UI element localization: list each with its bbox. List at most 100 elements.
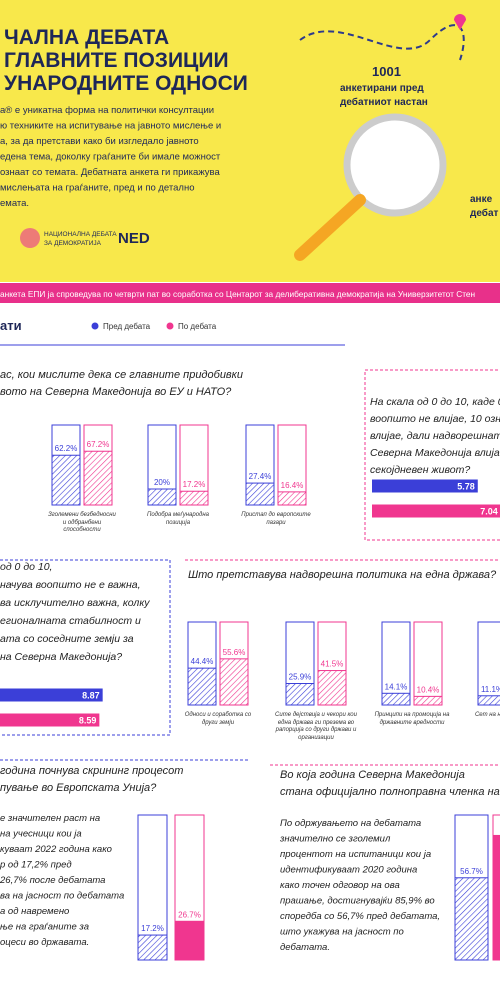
title-line: УНАРОДНИТЕ ОДНОСИ	[4, 72, 248, 95]
value-label: 10.4%	[417, 685, 440, 694]
legend-swatch	[166, 322, 174, 330]
section-title: ати	[0, 318, 22, 333]
count: 1001	[372, 64, 401, 79]
category-label: Подобра меѓународна позиција	[146, 512, 210, 526]
question: ва исклучително важна, колку	[0, 597, 150, 609]
category-label: Сите дејствија и чекори кои една држава …	[275, 712, 357, 741]
logo-mark	[20, 228, 40, 248]
paragraph-line: ње на граѓаните за	[0, 922, 89, 933]
question: влијае, дали надворешната п	[370, 430, 500, 442]
magnifier-handle	[294, 194, 366, 261]
bar	[174, 920, 205, 961]
intro-line: едена тема, доколку граѓаните би имале м…	[0, 152, 221, 163]
bar-frame	[413, 621, 443, 706]
value-label: 8.87	[82, 691, 100, 701]
hbar	[0, 688, 103, 702]
question: стана официјално полноправна членка на Н…	[280, 786, 500, 798]
bar	[179, 490, 209, 506]
value-label: 16.4%	[281, 481, 304, 490]
title-line: ГЛАВНИТЕ ПОЗИЦИИ	[4, 49, 229, 72]
intro-line: емата.	[0, 198, 29, 209]
paragraph-line: е значителен раст на	[0, 813, 100, 824]
paragraph-line: р од 17,2% пред	[0, 860, 72, 871]
category-label: Принципи на промоција на државните вредн…	[374, 712, 450, 726]
value-label: 17.2%	[183, 480, 206, 489]
paragraph-line: што укажува на јасност по	[280, 927, 404, 938]
value-label: 44.4%	[191, 657, 214, 666]
bar	[317, 670, 347, 706]
paragraph-line: споредба со 56,7% пред дебатата,	[280, 911, 440, 922]
question: ас, кои мислите дека се главните придоби…	[0, 369, 243, 381]
paragraph-line: оцеси во државата.	[0, 937, 89, 948]
intro-line: мислењата на граѓаните, пред и по деталн…	[0, 183, 195, 194]
question: начува воопшто не е важна,	[0, 579, 141, 591]
paragraph-line: како точен одговор на ова	[280, 880, 400, 891]
value-label: 26.7%	[178, 910, 201, 919]
value-label: 8.59	[79, 716, 97, 726]
bar	[381, 692, 411, 706]
value-label: 25.9%	[289, 673, 312, 682]
question: Во која година Северна Македонија	[280, 769, 465, 781]
question: година почнува скрининг процесот	[0, 765, 183, 777]
logo-text: НАЦИОНАЛНА ДЕБАТА	[44, 231, 117, 238]
legend-label: Пред дебата	[103, 322, 151, 331]
banner: анкета ЕПИ ја спроведува по четврти пат …	[0, 289, 475, 299]
logo-text: ЗА ДЕМОКРАТИЈА	[44, 240, 102, 247]
panel	[364, 369, 500, 541]
panel	[0, 559, 171, 736]
paragraph-line: прашање, достигнувајќи 85,9% во	[280, 896, 435, 907]
paragraph-line: процентот на испитаници кои ја	[280, 849, 431, 860]
side-text: анке	[470, 194, 493, 205]
bar	[277, 491, 307, 506]
hbar	[372, 479, 478, 493]
bar	[492, 834, 500, 961]
bar	[147, 488, 177, 506]
question: ата со соседните земји за	[0, 633, 134, 645]
logo-ned: NED	[118, 230, 150, 247]
count-text: анкетирани пред	[340, 83, 424, 94]
category-label: Сет на н кои се со ост	[474, 712, 500, 718]
question: Што претставува надворешна политика на е…	[188, 569, 497, 581]
question: пување во Европската Унија?	[0, 782, 157, 794]
value-label: 62.2%	[55, 444, 78, 453]
value-label: 56.7%	[460, 867, 483, 876]
value-label: 41.5%	[321, 660, 344, 669]
bar	[51, 454, 81, 506]
count-text: дебатниот настан	[340, 96, 428, 108]
intro-line: ознаат со темата. Дебатната анкета ги пр…	[0, 167, 220, 178]
question: егионалната стабилност и	[0, 615, 141, 627]
hbar	[0, 713, 100, 727]
question: вото на Северна Македонија во ЕУ и НАТО?	[0, 386, 232, 398]
bar-frame	[381, 621, 411, 706]
paragraph-line: на учесници кои ја	[0, 829, 82, 840]
bar	[477, 695, 500, 706]
question: на Северна Македонија?	[0, 651, 122, 663]
question: Северна Македонија влијае в	[370, 447, 500, 459]
bar	[413, 695, 443, 706]
category-label: Пристап до европските пазари	[241, 512, 311, 526]
intro-line: а® е уникатна форма на политички консулт…	[0, 105, 214, 116]
value-label: 7.04	[480, 507, 498, 517]
value-label: 14.1%	[385, 682, 408, 691]
bar	[245, 482, 275, 506]
value-label: 11.1%	[481, 685, 500, 694]
paragraph-line: а од навремено	[0, 906, 69, 917]
question: од 0 до 10,	[0, 561, 52, 573]
paragraph-line: значително се зголемил	[279, 834, 391, 845]
legend-label: По дебата	[178, 322, 217, 331]
paragraph-line: По одржувањето на дебатата	[280, 818, 421, 829]
value-label: 5.78	[457, 482, 475, 492]
bar	[454, 877, 489, 961]
bar	[285, 683, 315, 706]
paragraph-line: куваат 2022 година како	[0, 844, 112, 855]
bar	[83, 450, 113, 506]
pin	[454, 14, 466, 30]
paragraph-line: ва на јасност по дебатата	[0, 891, 124, 902]
value-label: 27.4%	[249, 472, 272, 481]
value-label: 67.2%	[87, 440, 110, 449]
paragraph-line: дебатата.	[280, 942, 330, 953]
category-label: Зголемени безбедносни и одбранбени спосо…	[48, 512, 116, 533]
paragraph-line: 26,7% после дебатата	[0, 875, 105, 886]
category-label: Односи и соработка со други земји	[184, 712, 252, 726]
